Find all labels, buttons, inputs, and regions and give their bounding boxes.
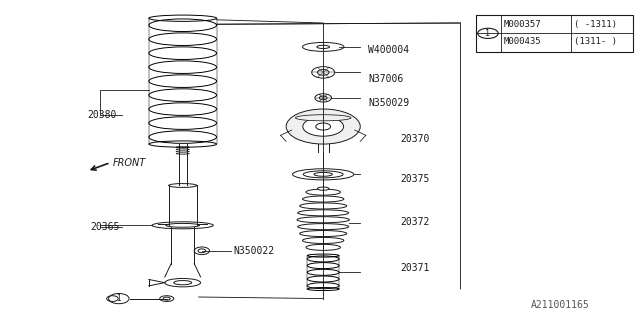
Ellipse shape bbox=[160, 296, 173, 301]
Circle shape bbox=[317, 69, 329, 75]
Ellipse shape bbox=[297, 217, 349, 223]
Text: 20375: 20375 bbox=[400, 174, 429, 184]
Circle shape bbox=[319, 96, 327, 100]
Ellipse shape bbox=[163, 297, 170, 300]
Ellipse shape bbox=[303, 196, 344, 202]
Ellipse shape bbox=[298, 224, 349, 230]
Ellipse shape bbox=[317, 187, 329, 190]
Ellipse shape bbox=[303, 237, 344, 244]
Ellipse shape bbox=[303, 171, 343, 178]
Circle shape bbox=[312, 67, 335, 78]
Text: W400004: W400004 bbox=[368, 45, 409, 55]
Text: 20380: 20380 bbox=[87, 110, 116, 120]
Ellipse shape bbox=[286, 109, 360, 144]
Ellipse shape bbox=[169, 184, 196, 188]
Ellipse shape bbox=[165, 278, 200, 287]
Ellipse shape bbox=[317, 45, 330, 49]
Ellipse shape bbox=[163, 222, 202, 228]
Text: N350029: N350029 bbox=[368, 98, 409, 108]
Text: M000357: M000357 bbox=[503, 20, 541, 29]
Text: 1: 1 bbox=[486, 29, 490, 38]
Text: 20371: 20371 bbox=[400, 263, 429, 273]
Ellipse shape bbox=[300, 203, 347, 209]
Text: 20372: 20372 bbox=[400, 217, 429, 227]
Circle shape bbox=[194, 247, 209, 255]
Ellipse shape bbox=[306, 244, 340, 250]
Ellipse shape bbox=[316, 123, 331, 130]
Circle shape bbox=[198, 249, 205, 253]
Text: M000435: M000435 bbox=[503, 37, 541, 46]
Ellipse shape bbox=[303, 117, 344, 136]
Ellipse shape bbox=[296, 115, 351, 121]
Text: ( -1311): ( -1311) bbox=[573, 20, 616, 29]
Ellipse shape bbox=[300, 230, 347, 236]
Ellipse shape bbox=[173, 224, 193, 227]
Text: 20370: 20370 bbox=[400, 134, 429, 144]
Circle shape bbox=[315, 94, 332, 102]
Text: 20365: 20365 bbox=[90, 222, 120, 232]
Ellipse shape bbox=[292, 169, 354, 180]
Ellipse shape bbox=[166, 223, 200, 227]
Text: A211001165: A211001165 bbox=[531, 300, 589, 310]
Ellipse shape bbox=[298, 210, 349, 216]
Text: N350022: N350022 bbox=[234, 246, 275, 256]
Text: N37006: N37006 bbox=[368, 74, 403, 84]
Ellipse shape bbox=[173, 281, 191, 285]
Ellipse shape bbox=[306, 189, 340, 195]
Text: (1311- ): (1311- ) bbox=[573, 37, 616, 46]
Ellipse shape bbox=[314, 172, 332, 176]
Ellipse shape bbox=[152, 222, 213, 229]
Text: FRONT: FRONT bbox=[113, 158, 146, 168]
Text: 1: 1 bbox=[116, 294, 121, 303]
Bar bbox=[476, 15, 633, 52]
Ellipse shape bbox=[303, 43, 344, 51]
